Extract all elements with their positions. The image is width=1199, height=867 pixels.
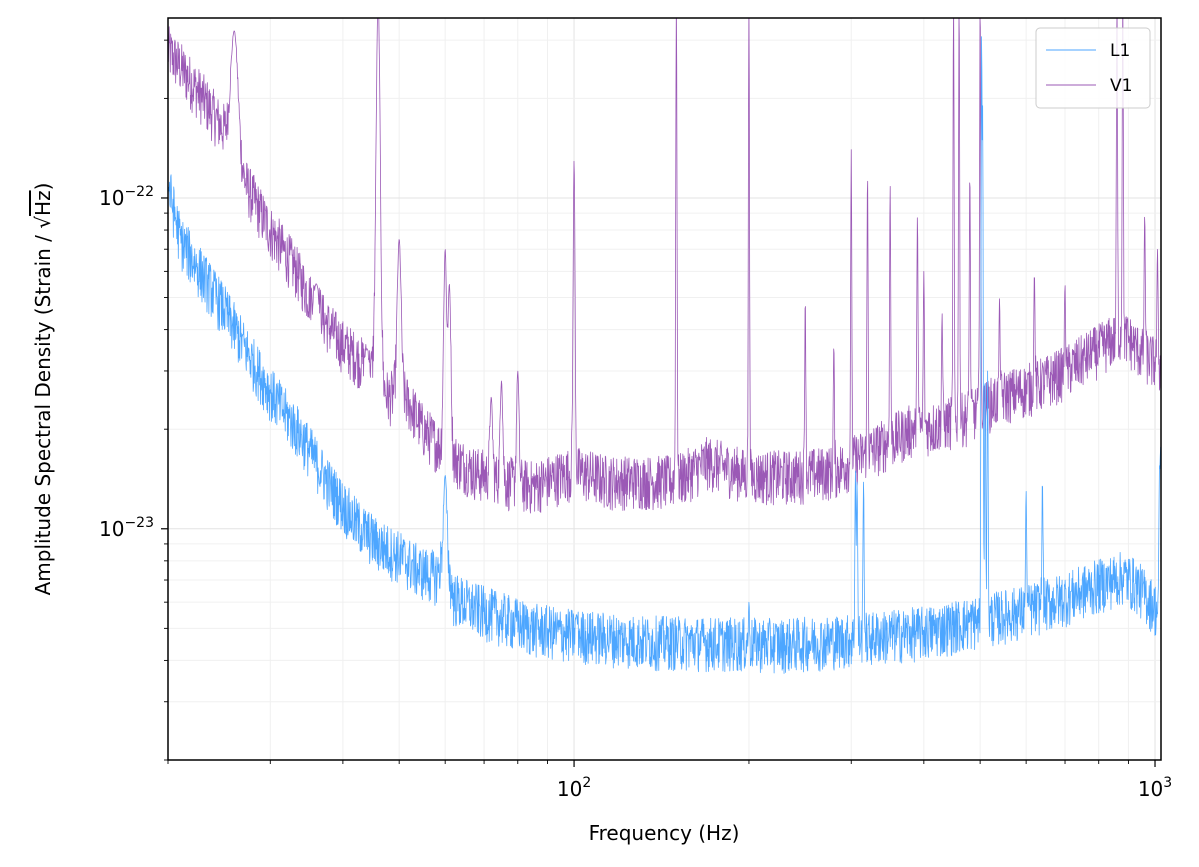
- x-tick-label-exponent: 2: [582, 775, 591, 791]
- x-tick-label: 103: [1138, 775, 1172, 801]
- y-tick-label: 10−22: [99, 184, 154, 210]
- y-axis-title: Amplitude Spectral Density (Strain / √Hz…: [31, 183, 55, 596]
- y-tick-label-base: 10: [99, 517, 124, 541]
- y-axis-title-sqrt: Hz: [31, 190, 55, 216]
- y-tick-label-exponent: −23: [124, 515, 154, 531]
- x-tick-label-exponent: 3: [1163, 775, 1172, 791]
- x-tick-label-base: 10: [557, 777, 582, 801]
- sqrt-symbol: √: [31, 216, 55, 229]
- y-axis-title-prefix: Amplitude Spectral Density (Strain /: [31, 229, 55, 596]
- y-tick-label: 10−23: [99, 515, 154, 541]
- legend-label-l1: L1: [1110, 41, 1130, 61]
- series-line-l1: [168, 36, 1161, 674]
- x-tick-label-base: 10: [1138, 777, 1163, 801]
- series-line-v1: [168, 18, 1161, 514]
- series-layer: [168, 18, 1161, 674]
- x-axis-title: Frequency (Hz): [589, 821, 740, 845]
- x-tick-label: 102: [557, 775, 591, 801]
- plot-frame: [167, 17, 1162, 761]
- legend-box: [1035, 27, 1151, 109]
- legend-label-v1: V1: [1110, 76, 1132, 96]
- y-axis-title-suffix: ): [31, 183, 55, 191]
- y-tick-label-exponent: −22: [124, 184, 154, 200]
- y-tick-label-base: 10: [99, 186, 124, 210]
- legend: L1 V1: [1035, 27, 1151, 109]
- series-clip-group: [168, 18, 1161, 674]
